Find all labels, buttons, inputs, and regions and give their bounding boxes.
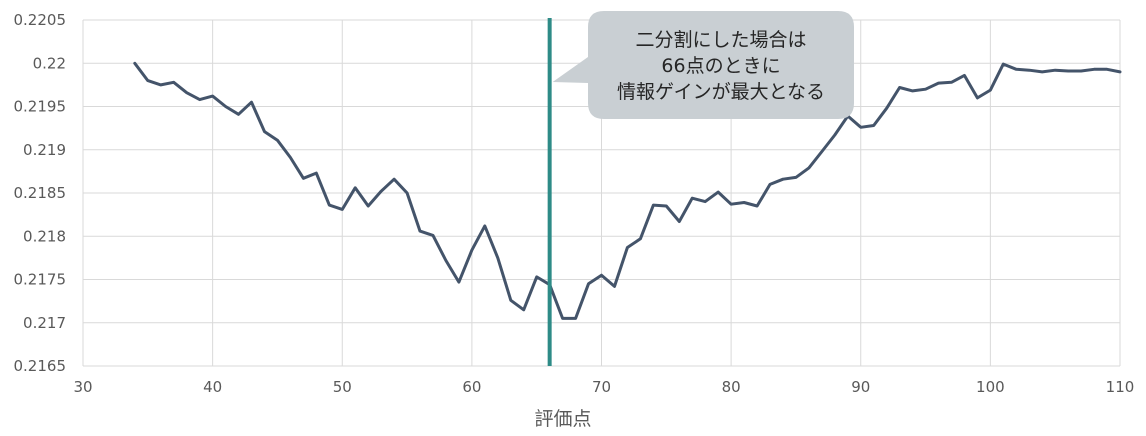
y-tick-label: 0.22 bbox=[33, 54, 66, 72]
gridlines bbox=[82, 19, 1121, 367]
x-tick-label: 50 bbox=[333, 378, 352, 396]
x-tick-label: 90 bbox=[851, 378, 870, 396]
y-tick-label: 0.219 bbox=[23, 141, 66, 159]
y-tick-label: 0.2185 bbox=[14, 184, 67, 202]
y-tick-label: 0.217 bbox=[23, 314, 66, 332]
x-axis-title: 評価点 bbox=[534, 408, 591, 430]
x-tick-label: 80 bbox=[722, 378, 741, 396]
x-tick-label: 60 bbox=[462, 378, 481, 396]
y-tick-label: 0.2165 bbox=[14, 357, 67, 375]
callout-line-1: 二分割にした場合は bbox=[635, 29, 806, 51]
callout-line-3: 情報ゲインが最大となる bbox=[617, 81, 825, 103]
x-tick-label: 70 bbox=[592, 378, 611, 396]
series-line bbox=[133, 61, 1122, 320]
annotation-callout: 二分割にした場合は 66点のときに 情報ゲインが最大となる bbox=[552, 11, 854, 119]
y-tick-label: 0.2195 bbox=[14, 98, 67, 116]
x-tick-label: 30 bbox=[73, 378, 92, 396]
y-axis: 0.2165 0.217 0.2175 0.218 0.2185 0.219 0.2195 0… bbox=[14, 11, 67, 375]
x-tick-label: 100 bbox=[976, 378, 1005, 396]
y-tick-label: 0.218 bbox=[23, 227, 66, 245]
y-tick-label: 0.2175 bbox=[14, 271, 67, 289]
x-axis: 30 40 50 60 70 80 90 100 110 bbox=[73, 378, 1134, 396]
y-tick-label: 0.2205 bbox=[14, 11, 67, 29]
x-tick-label: 40 bbox=[203, 378, 222, 396]
callout-bubble bbox=[552, 11, 854, 119]
callout-line-2: 66点のときに bbox=[661, 55, 780, 77]
x-tick-label: 110 bbox=[1106, 378, 1135, 396]
